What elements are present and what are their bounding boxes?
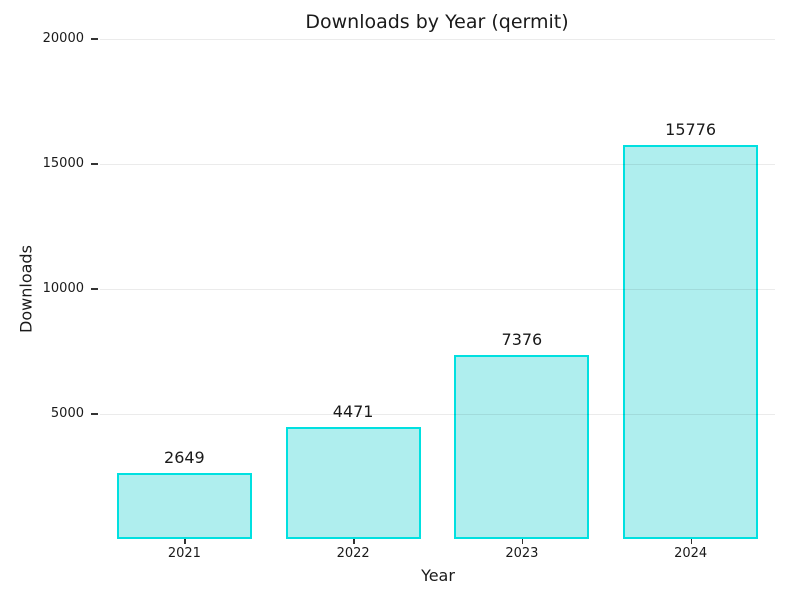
y-tick-label: 5000 [50,406,84,422]
x-tick-mark [690,539,693,544]
x-tick-mark [521,539,524,544]
y-tick-mark [91,413,98,415]
y-tick-mark [91,163,98,165]
x-tick-mark [184,539,186,544]
y-tick-label: 15000 [42,156,84,172]
y-tick-mark [91,38,98,40]
x-tick-label: 2024 [674,546,708,561]
bar-2023 [454,354,590,539]
gridline [100,288,775,290]
gridline [100,413,775,415]
x-tick-label: 2022 [336,546,370,561]
bar-value-label: 7376 [501,329,543,349]
y-tick-label: 20000 [42,31,84,47]
y-tick-mark [91,288,98,290]
plot-area [100,38,775,539]
bar-2024 [623,144,759,539]
x-tick-mark [353,539,355,544]
gridline [100,163,775,165]
x-axis-label: Year [421,566,455,585]
bar-2021 [116,472,252,539]
bar-value-label: 15776 [665,119,717,139]
bar-value-label: 4471 [332,402,374,422]
chart-title: Downloads by Year (qermit) [305,11,569,33]
y-tick-label: 10000 [42,281,84,297]
bar-2022 [285,427,421,539]
x-tick-label: 2023 [505,546,539,561]
x-tick-label: 2021 [167,546,201,561]
bar-value-label: 2649 [164,447,205,467]
gridline [100,38,775,40]
